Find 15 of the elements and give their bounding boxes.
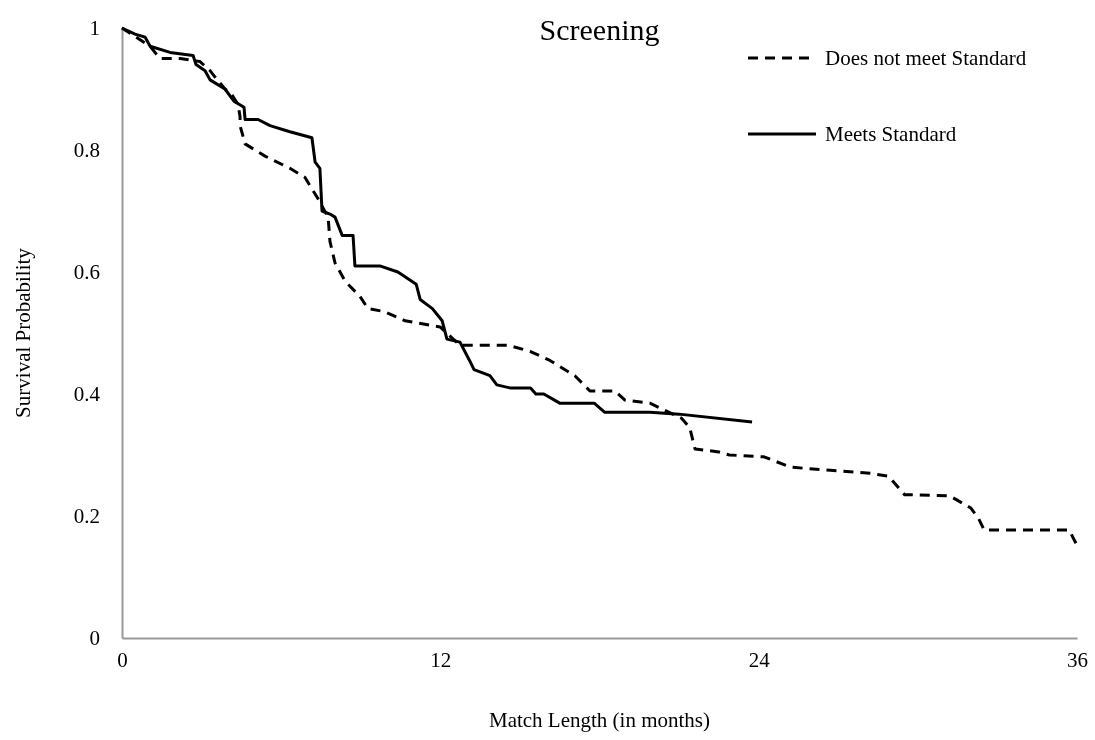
legend-label: Does not meet Standard	[825, 46, 1027, 70]
x-tick-label: 24	[748, 647, 771, 672]
y-tick-label: 0.4	[73, 382, 101, 407]
y-axis-title: Survival Probability	[11, 247, 35, 418]
x-tick-label: 0	[117, 647, 128, 672]
y-tick-label: 1	[89, 16, 100, 41]
y-tick-label: 0.8	[73, 138, 100, 163]
legend-label: Meets Standard	[825, 122, 957, 146]
x-tick-label: 36	[1067, 647, 1088, 672]
x-axis-title: Match Length (in months)	[488, 708, 711, 732]
y-tick-label: 0.6	[73, 260, 100, 285]
x-tick-label: 12	[430, 647, 452, 672]
y-tick-label: 0.2	[73, 504, 100, 529]
chart-title: Screening	[539, 13, 660, 46]
y-tick-label: 0	[89, 626, 100, 651]
